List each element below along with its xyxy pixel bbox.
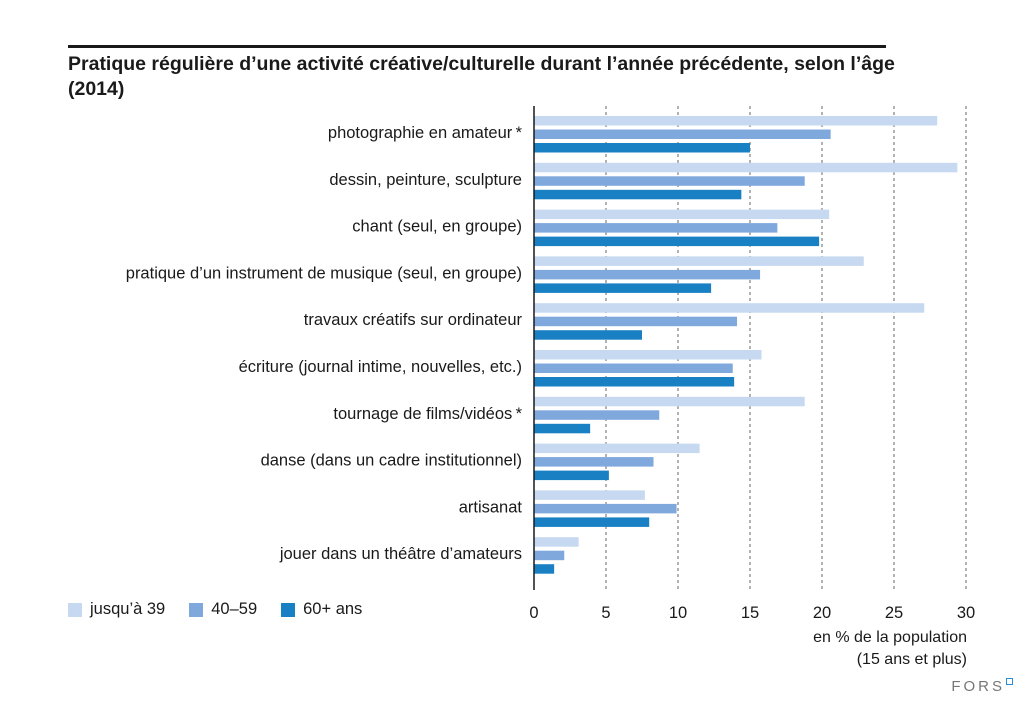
legend-label: 60+ ans — [303, 600, 363, 618]
x-axis-label: en % de la population — [813, 629, 967, 646]
category-label: chant (seul, en groupe) — [352, 218, 522, 236]
bar — [534, 209, 830, 220]
bar — [534, 116, 938, 126]
x-tick-label: 10 — [669, 604, 687, 622]
title-rule — [68, 45, 886, 48]
bar — [534, 350, 762, 360]
bar — [534, 423, 591, 434]
bar — [534, 377, 735, 387]
x-tick-label: 15 — [741, 604, 759, 622]
category-label: écriture (journal intime, nouvelles, etc… — [239, 358, 522, 376]
legend-item: 40–59 — [189, 600, 257, 619]
bar — [534, 396, 805, 407]
logo-text: FORS — [951, 678, 1005, 695]
legend-swatch — [68, 602, 82, 617]
legend-label: 40–59 — [211, 600, 258, 618]
category-label: dessin, peinture, sculpture — [329, 171, 522, 189]
bar — [534, 550, 565, 561]
x-axis-label: (15 ans et plus) — [857, 651, 967, 668]
category-label: tournage de films/vidéos * — [333, 405, 522, 423]
x-tick-label: 0 — [529, 604, 538, 622]
fors-logo: FORS — [951, 678, 1013, 695]
bar — [534, 189, 742, 200]
category-label: artisanat — [459, 498, 523, 516]
category-label: pratique d’un instrument de musique (seu… — [126, 264, 522, 282]
bar — [534, 162, 958, 173]
bar — [534, 517, 650, 527]
bar — [534, 457, 654, 467]
bar — [534, 129, 831, 139]
bar — [534, 176, 805, 186]
bar — [534, 236, 820, 247]
legend: jusqu’à 39 40–59 60+ ans — [68, 600, 386, 619]
legend-swatch — [281, 602, 296, 617]
bar — [534, 363, 733, 373]
bar — [534, 223, 778, 233]
category-label: travaux créatifs sur ordinateur — [304, 311, 523, 329]
bar — [534, 269, 761, 280]
x-tick-label: 25 — [885, 604, 903, 622]
legend-swatch — [189, 602, 204, 617]
bar — [534, 503, 677, 514]
bar — [534, 283, 712, 293]
bar — [534, 470, 609, 481]
bar — [534, 143, 750, 153]
bar — [534, 256, 864, 266]
x-tick-label: 5 — [601, 604, 610, 622]
category-label: jouer dans un théâtre d’amateurs — [279, 545, 522, 563]
category-label: danse (dans un cadre institutionnel) — [261, 452, 522, 470]
legend-item: jusqu’à 39 — [68, 600, 165, 619]
bar — [534, 443, 700, 454]
category-label: photographie en amateur * — [328, 124, 523, 142]
bar — [534, 564, 555, 574]
bar — [534, 490, 645, 500]
chart-title: Pratique régulière d’une activité créati… — [68, 53, 895, 100]
bar — [534, 537, 579, 547]
bar — [534, 303, 925, 313]
legend-label: jusqu’à 39 — [90, 600, 166, 618]
bar — [534, 410, 660, 420]
logo-square-icon — [1006, 678, 1013, 685]
x-tick-label: 30 — [957, 604, 975, 622]
x-tick-label: 20 — [813, 604, 831, 622]
bar — [534, 316, 738, 327]
legend-item: 60+ ans — [281, 600, 362, 619]
bar — [534, 330, 642, 340]
